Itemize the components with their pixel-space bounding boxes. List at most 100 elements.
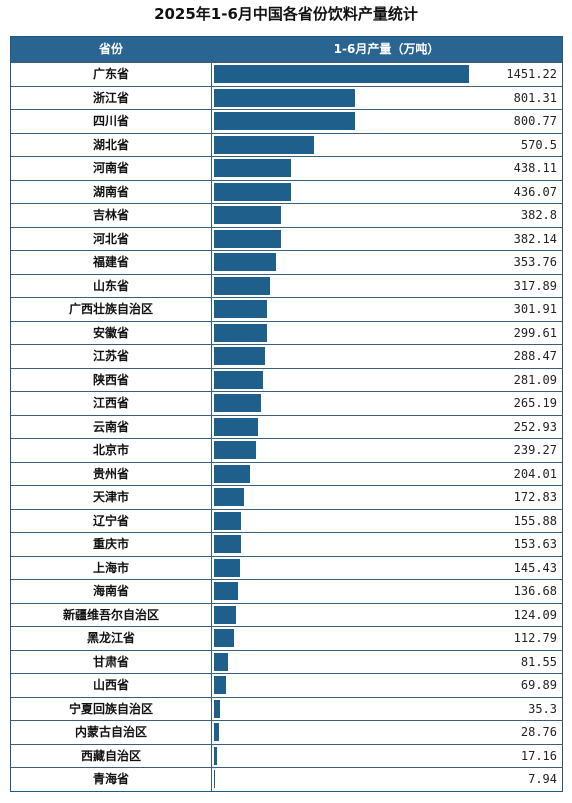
value-label: 7.94: [528, 772, 557, 786]
value-label: 155.88: [513, 513, 557, 528]
value-label: 382.8: [520, 208, 557, 222]
bar-cell: 570.5: [212, 134, 562, 157]
province-label: 黑龙江省: [11, 627, 212, 650]
bar-cell: 136.68: [212, 580, 562, 603]
bar: [214, 558, 240, 577]
value-label: 145.43: [513, 560, 557, 575]
province-label: 新疆维吾尔自治区: [11, 603, 212, 626]
bar: [214, 605, 236, 624]
bar: [214, 88, 355, 107]
table-row: 重庆市 153.63: [11, 532, 562, 556]
table-row: 海南省 136.68: [11, 579, 562, 603]
table-row: 山东省 317.89: [11, 273, 562, 297]
table-body: 广东省 1451.22 浙江省 801.31 四川省 800.77 湖北省 570.5 河南省 4…: [11, 62, 562, 791]
bar: [214, 370, 264, 389]
province-label: 天津市: [11, 486, 212, 509]
table-row: 辽宁省 155.88: [11, 508, 562, 532]
table-row: 甘肃省 81.55: [11, 649, 562, 673]
value-label: 436.07: [513, 184, 557, 199]
bar-cell: 436.07: [212, 181, 562, 204]
bar-cell: 299.61: [212, 322, 562, 345]
province-label: 西藏自治区: [11, 744, 212, 767]
bar-cell: 7.94: [212, 768, 562, 791]
bar: [214, 394, 261, 412]
value-label: 317.89: [513, 278, 557, 293]
bar: [214, 511, 242, 530]
province-label: 山东省: [11, 274, 212, 297]
province-label: 北京市: [11, 439, 212, 462]
bar-cell: 382.14: [212, 228, 562, 251]
bar: [214, 676, 227, 694]
table-row: 广东省 1451.22: [11, 62, 562, 86]
value-label: 265.19: [513, 396, 557, 410]
table-row: 浙江省 801.31: [11, 85, 562, 110]
province-label: 河南省: [11, 157, 212, 180]
value-label: 438.11: [513, 161, 557, 175]
bar-cell: 801.31: [212, 87, 562, 110]
value-label: 288.47: [513, 349, 557, 363]
table-row: 上海市 145.43: [11, 555, 562, 579]
bar-cell: 69.89: [212, 674, 562, 697]
province-label: 江西省: [11, 392, 212, 415]
value-label: 172.83: [513, 490, 557, 504]
bar-cell: 800.77: [212, 110, 562, 133]
bar: [214, 417, 259, 436]
value-label: 301.91: [513, 302, 557, 316]
table-row: 吉林省 382.8: [11, 203, 562, 227]
value-label: 252.93: [513, 419, 557, 434]
bar-cell: 112.79: [212, 627, 562, 650]
bar: [214, 300, 268, 318]
header-province: 省份: [98, 42, 123, 56]
table-row: 陕西省 281.09: [11, 367, 562, 392]
table-row: 西藏自治区 17.16: [11, 743, 562, 767]
bar-cell: 172.83: [212, 486, 562, 509]
province-label: 贵州省: [11, 462, 212, 485]
table-row: 贵州省 204.01: [11, 461, 562, 485]
value-label: 382.14: [513, 231, 557, 246]
bar-cell: 252.93: [212, 416, 562, 439]
table-row: 山西省 69.89: [11, 673, 562, 697]
province-label: 海南省: [11, 580, 212, 603]
province-label: 宁夏回族自治区: [11, 697, 212, 720]
value-label: 81.55: [520, 654, 557, 669]
province-label: 广东省: [11, 63, 212, 86]
table-row: 新疆维吾尔自治区 124.09: [11, 602, 562, 627]
bar: [214, 229, 282, 248]
table-row: 北京市 239.27: [11, 438, 562, 462]
bar: [214, 323, 267, 342]
bar: [214, 347, 265, 365]
province-label: 上海市: [11, 556, 212, 579]
table-row: 河南省 438.11: [11, 156, 562, 180]
province-label: 湖南省: [11, 180, 212, 203]
bar: [214, 723, 220, 741]
province-label: 青海省: [11, 768, 212, 791]
value-label: 204.01: [513, 466, 557, 481]
province-label: 广西壮族自治区: [11, 298, 212, 321]
bar-cell: 28.76: [212, 721, 562, 744]
bar-cell: 239.27: [212, 439, 562, 462]
bar-cell: 288.47: [212, 345, 562, 368]
province-label: 四川省: [11, 110, 212, 133]
table-row: 宁夏回族自治区 35.3: [11, 696, 562, 720]
bar: [214, 770, 216, 788]
chart-title: 2025年1-6月中国各省份饮料产量统计: [154, 5, 418, 23]
province-label: 内蒙古自治区: [11, 721, 212, 744]
value-label: 69.89: [520, 678, 557, 692]
value-label: 136.68: [513, 584, 557, 598]
province-label: 辽宁省: [11, 509, 212, 532]
value-label: 353.76: [513, 255, 557, 269]
bar: [214, 206, 282, 224]
province-label: 福建省: [11, 251, 212, 274]
value-label: 153.63: [513, 537, 557, 551]
province-label: 重庆市: [11, 533, 212, 556]
bar: [214, 441, 257, 459]
bar-cell: 1451.22: [212, 63, 562, 86]
value-label: 800.77: [513, 114, 557, 128]
bar-cell: 153.63: [212, 533, 562, 556]
bar: [214, 112, 355, 130]
bar: [214, 464, 250, 483]
province-label: 浙江省: [11, 86, 212, 109]
bar-cell: 124.09: [212, 604, 562, 627]
bar-cell: 281.09: [212, 369, 562, 392]
table-row: 四川省 800.77: [11, 109, 562, 133]
